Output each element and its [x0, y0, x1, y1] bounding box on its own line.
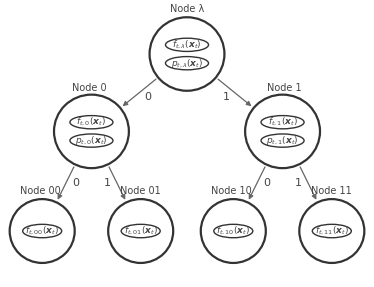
Text: $f_{t,1}(\boldsymbol{x}_t)$: $f_{t,1}(\boldsymbol{x}_t)$ [267, 116, 298, 128]
Text: 0: 0 [263, 179, 270, 188]
Text: Node 10: Node 10 [211, 186, 252, 196]
Text: $p_{t,\lambda}(\boldsymbol{x}_t)$: $p_{t,\lambda}(\boldsymbol{x}_t)$ [171, 57, 203, 70]
Text: $f_{t,0}(\boldsymbol{x}_t)$: $f_{t,0}(\boldsymbol{x}_t)$ [76, 116, 107, 128]
Ellipse shape [165, 57, 209, 70]
Ellipse shape [312, 224, 351, 238]
Ellipse shape [70, 116, 113, 129]
Text: 0: 0 [144, 92, 151, 102]
Text: 1: 1 [104, 179, 111, 188]
Ellipse shape [214, 224, 253, 238]
Text: Node 0: Node 0 [72, 83, 107, 93]
Text: Node λ: Node λ [170, 4, 204, 14]
Ellipse shape [70, 134, 113, 147]
Ellipse shape [23, 224, 62, 238]
Circle shape [10, 199, 75, 263]
Text: 1: 1 [295, 179, 302, 188]
Circle shape [108, 199, 173, 263]
Text: $f_{t,10}(\boldsymbol{x}_t)$: $f_{t,10}(\boldsymbol{x}_t)$ [216, 225, 250, 237]
Circle shape [245, 95, 320, 168]
Ellipse shape [261, 134, 304, 147]
Text: $p_{t,0}(\boldsymbol{x}_t)$: $p_{t,0}(\boldsymbol{x}_t)$ [75, 134, 108, 147]
Text: Node 1: Node 1 [267, 83, 302, 93]
Ellipse shape [165, 38, 209, 51]
Text: $f_{t,\lambda}(\boldsymbol{x}_t)$: $f_{t,\lambda}(\boldsymbol{x}_t)$ [172, 39, 202, 51]
Text: $p_{t,1}(\boldsymbol{x}_t)$: $p_{t,1}(\boldsymbol{x}_t)$ [266, 134, 299, 147]
Circle shape [150, 17, 224, 91]
Text: $f_{t,00}(\boldsymbol{x}_t)$: $f_{t,00}(\boldsymbol{x}_t)$ [25, 225, 59, 237]
Ellipse shape [121, 224, 160, 238]
Text: $f_{t,11}(\boldsymbol{x}_t)$: $f_{t,11}(\boldsymbol{x}_t)$ [315, 225, 349, 237]
Circle shape [201, 199, 266, 263]
Text: Node 00: Node 00 [20, 186, 61, 196]
Ellipse shape [261, 116, 304, 129]
Text: 0: 0 [72, 179, 79, 188]
Text: Node 11: Node 11 [312, 186, 352, 196]
Circle shape [299, 199, 364, 263]
Circle shape [54, 95, 129, 168]
Text: $f_{t,01}(\boldsymbol{x}_t)$: $f_{t,01}(\boldsymbol{x}_t)$ [124, 225, 158, 237]
Text: 1: 1 [223, 92, 230, 102]
Text: Node 01: Node 01 [120, 186, 161, 196]
